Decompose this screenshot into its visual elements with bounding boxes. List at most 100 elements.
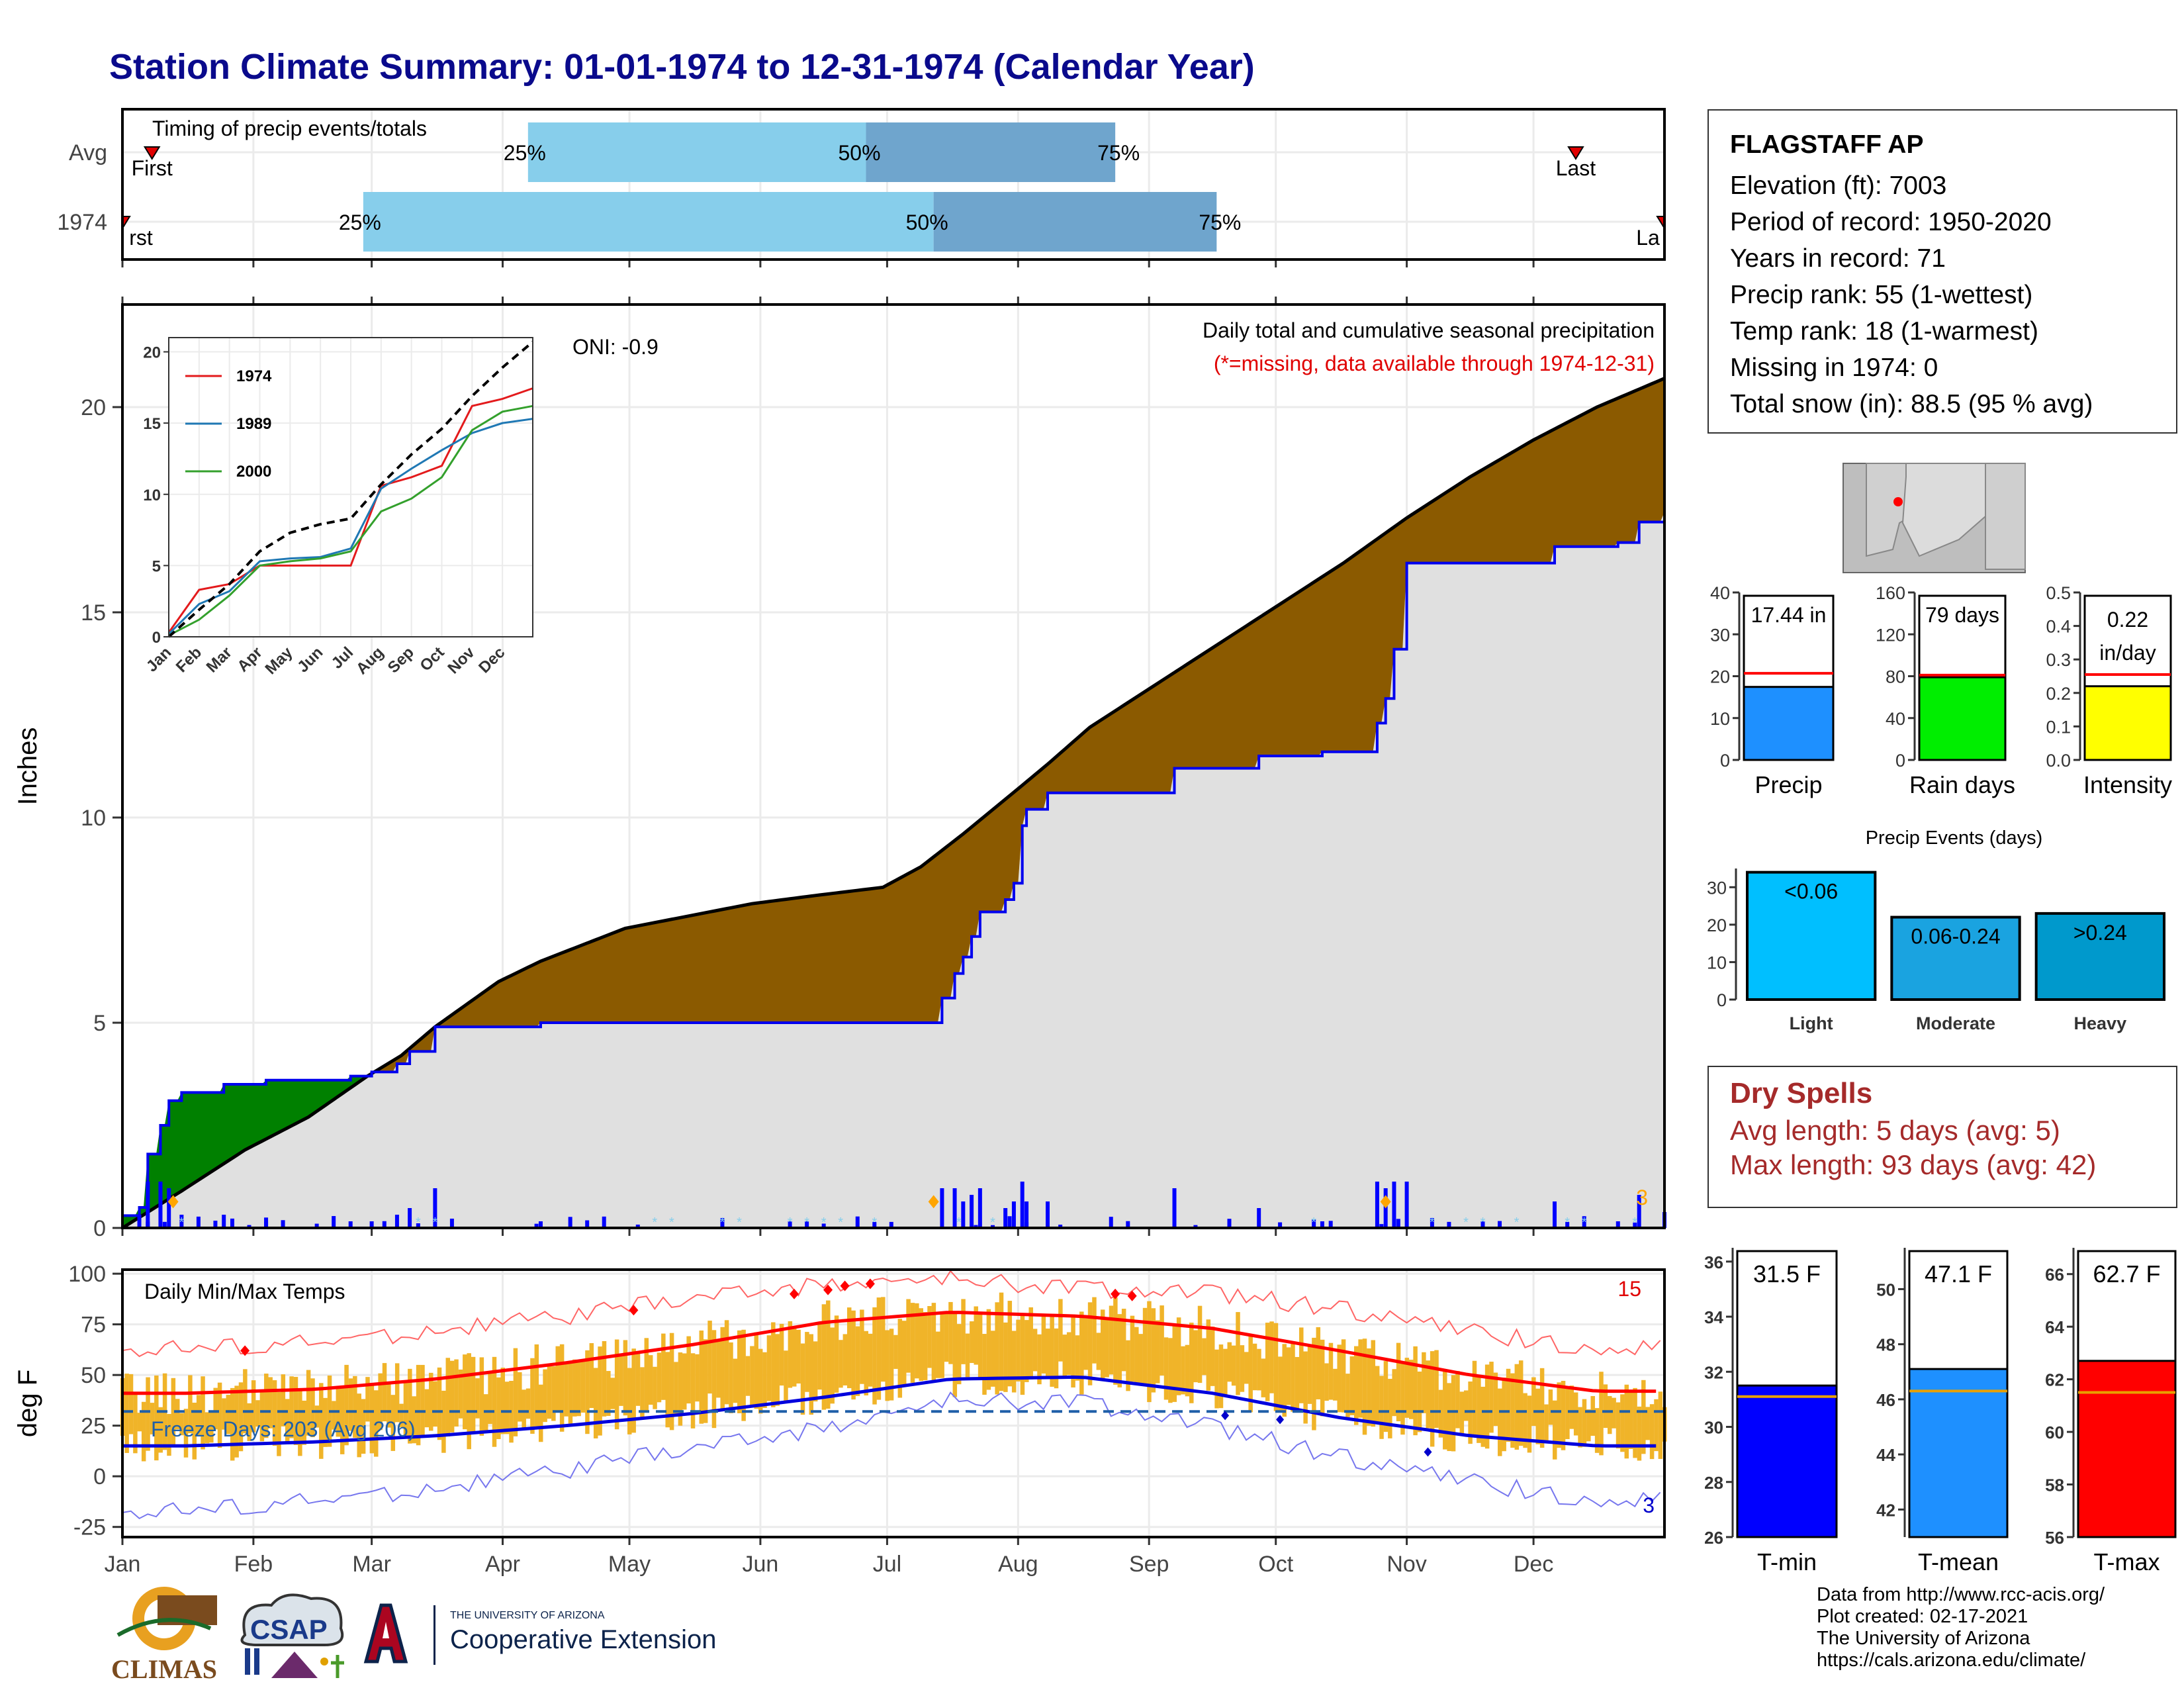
temps-daily-bar bbox=[1257, 1348, 1261, 1391]
temps-daily-bar bbox=[1548, 1389, 1553, 1425]
precip-daily-bar bbox=[369, 1221, 374, 1228]
temps-daily-bar bbox=[1058, 1299, 1063, 1362]
temps-daily-bar bbox=[171, 1378, 176, 1447]
temps-daily-bar bbox=[1050, 1314, 1054, 1387]
temps-daily-bar bbox=[137, 1413, 142, 1432]
temps-daily-bar bbox=[230, 1387, 235, 1461]
temps-daily-bar bbox=[437, 1367, 442, 1440]
temps-daily-bar bbox=[889, 1329, 894, 1401]
events-bar-label: <0.06 bbox=[1784, 880, 1838, 904]
temps-daily-bar bbox=[813, 1341, 818, 1402]
temps-daily-bar bbox=[555, 1346, 561, 1411]
temps-daily-bar bbox=[209, 1411, 214, 1443]
temps-daily-bar bbox=[1121, 1309, 1126, 1372]
temps-y-tick-label: 75 bbox=[81, 1313, 106, 1338]
precip-daily-bar bbox=[805, 1221, 809, 1228]
precip-daily-bar bbox=[230, 1218, 234, 1228]
csap-logo: CSAP bbox=[232, 1589, 354, 1681]
temps-daily-bar bbox=[551, 1366, 556, 1421]
precip-daily-bar bbox=[1024, 1201, 1029, 1228]
inset-legend-label: 1974 bbox=[236, 367, 272, 385]
temps-daily-bar bbox=[547, 1364, 552, 1419]
temps-daily-bar bbox=[1079, 1311, 1084, 1395]
snow-day-marker: * bbox=[872, 1215, 877, 1230]
temps-record-max-line bbox=[122, 1270, 1661, 1358]
precip-y-tick-label: 5 bbox=[93, 1011, 106, 1036]
temps-daily-bar bbox=[1303, 1351, 1308, 1424]
temps-daily-bar bbox=[1185, 1344, 1190, 1397]
temps-daily-bar bbox=[885, 1330, 889, 1401]
events-bar-light bbox=[1746, 870, 1877, 1001]
rain_days-x-label: Rain days bbox=[1909, 771, 2015, 798]
temps-daily-bar bbox=[183, 1409, 189, 1458]
timing-last-label: La bbox=[1636, 226, 1660, 250]
temps-daily-bar bbox=[268, 1377, 273, 1429]
temps-daily-bar bbox=[454, 1359, 459, 1427]
precip-daily-bar bbox=[720, 1218, 725, 1228]
temps-daily-bar bbox=[931, 1303, 936, 1382]
precip-daily-bar bbox=[1312, 1219, 1316, 1228]
temps-daily-bar bbox=[1506, 1368, 1511, 1442]
temps-daily-bar bbox=[559, 1344, 565, 1432]
intensity-x-label: Intensity bbox=[2083, 771, 2172, 798]
precip-daily-bar bbox=[332, 1216, 336, 1228]
inset-y-tick-label: 10 bbox=[143, 487, 161, 504]
temps-daily-bar bbox=[627, 1368, 632, 1434]
temps-daily-bar bbox=[344, 1364, 349, 1446]
precip-daily-bar bbox=[1404, 1182, 1409, 1228]
temps-daily-bar bbox=[1518, 1360, 1524, 1446]
tmax-x-label: T-max bbox=[2093, 1548, 2160, 1575]
temps-daily-bar bbox=[1236, 1312, 1240, 1395]
temps-daily-bar bbox=[1248, 1335, 1253, 1413]
dry-spells-title: Dry Spells bbox=[1730, 1077, 1873, 1109]
temps-daily-bar bbox=[1324, 1363, 1329, 1401]
annual_precip-value-label: 17.44 in bbox=[1751, 603, 1827, 627]
temps-daily-bar bbox=[289, 1376, 294, 1438]
temps-daily-bar bbox=[1608, 1395, 1612, 1434]
temps-daily-bar bbox=[1375, 1366, 1380, 1423]
record-high-marker bbox=[865, 1278, 875, 1289]
temps-daily-bar bbox=[1096, 1333, 1101, 1370]
temps-x-tick-label: Nov bbox=[1387, 1552, 1426, 1577]
temps-daily-bar bbox=[1612, 1397, 1616, 1429]
temps-daily-bar bbox=[602, 1340, 607, 1417]
temps-daily-bar bbox=[1514, 1364, 1520, 1450]
temps-x-tick-label: Mar bbox=[352, 1552, 391, 1577]
locator-map bbox=[1843, 463, 2026, 573]
temps-daily-bar bbox=[842, 1334, 848, 1385]
snow-day-marker: * bbox=[416, 1215, 421, 1230]
temps-daily-bar bbox=[513, 1348, 518, 1436]
events-bar-heavy bbox=[2034, 912, 2166, 1002]
logo-divider bbox=[433, 1605, 435, 1665]
precip-daily-bar bbox=[137, 1215, 142, 1228]
temps-daily-bar bbox=[1032, 1329, 1038, 1372]
temps-daily-bar bbox=[974, 1306, 978, 1365]
rain_days-y-tick-label: 160 bbox=[1876, 583, 1905, 603]
ua-coop-extension-text: Cooperative Extension bbox=[450, 1625, 717, 1654]
tmin-y-tick-label: 28 bbox=[1704, 1473, 1723, 1493]
precip-daily-bar bbox=[788, 1221, 792, 1228]
precip-daily-bar bbox=[247, 1225, 251, 1228]
precip-daily-bar bbox=[602, 1216, 606, 1228]
station-elevation: Elevation (ft): 7003 bbox=[1730, 171, 1947, 200]
precip-daily-bar bbox=[1430, 1218, 1434, 1228]
temps-daily-bar bbox=[1590, 1395, 1595, 1436]
precip-daily-bar bbox=[394, 1215, 399, 1228]
temps-record-min-line bbox=[122, 1391, 1661, 1520]
temps-daily-bar bbox=[788, 1321, 793, 1388]
annual_precip-y-tick-label: 30 bbox=[1710, 625, 1730, 645]
temps-daily-bar bbox=[821, 1304, 827, 1410]
temps-daily-bar bbox=[1341, 1339, 1346, 1413]
temps-daily-bar bbox=[1109, 1305, 1114, 1375]
temps-daily-bar bbox=[948, 1301, 953, 1364]
precip-daily-bar bbox=[1320, 1221, 1324, 1228]
precip-daily-bar bbox=[1553, 1201, 1557, 1228]
temps-daily-bar bbox=[901, 1321, 907, 1385]
temps-daily-bar bbox=[860, 1309, 864, 1384]
temps-daily-bar bbox=[374, 1390, 379, 1457]
temps-daily-bar bbox=[1447, 1383, 1451, 1452]
intensity-y-tick-label: 0.0 bbox=[2046, 751, 2071, 771]
timing-last-label: Last bbox=[1556, 156, 1596, 180]
temps-daily-bar bbox=[332, 1401, 336, 1430]
temps-daily-bar bbox=[1134, 1327, 1139, 1385]
